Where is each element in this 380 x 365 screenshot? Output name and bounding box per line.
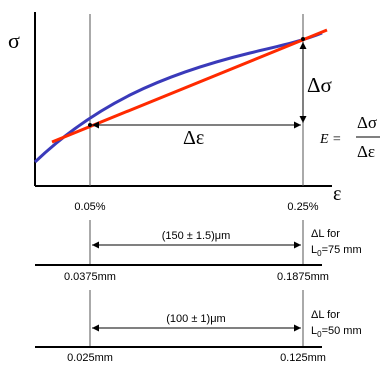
delta-sigma-label: Δσ	[307, 73, 332, 97]
row2-end-label: 0.125mm	[280, 352, 326, 364]
row2-interval-label: (100 ± 1)μm	[166, 313, 225, 325]
modulus-numerator: Δσ	[357, 113, 377, 132]
gauge-row-75mm: (150 ± 1.5)μm 0.0375mm 0.1875mm ΔL for L…	[35, 220, 362, 283]
row2-start-label: 0.025mm	[67, 352, 113, 364]
gauge-row-50mm: (100 ± 1)μm 0.025mm 0.125mm ΔL for L0=50…	[35, 290, 362, 364]
delta-epsilon-label: Δε	[183, 127, 204, 149]
stress-strain-curve	[33, 31, 323, 164]
row2-delta-l-line2: L0=50 mm	[311, 325, 362, 339]
intersection-lower	[88, 123, 92, 127]
x-axis-symbol: ε	[333, 183, 341, 205]
row1-start-label: 0.0375mm	[64, 271, 116, 283]
modulus-denominator: Δε	[357, 142, 375, 161]
modulus-lhs: E =	[319, 132, 342, 147]
row1-delta-l-line1: ΔL for	[311, 228, 340, 240]
row1-end-label: 0.1875mm	[277, 271, 329, 283]
row2-delta-l-line1: ΔL for	[311, 309, 340, 321]
row1-delta-l-line2: L0=75 mm	[311, 244, 362, 258]
strain-tick-label-lower: 0.05%	[74, 201, 105, 213]
intersection-upper	[301, 37, 305, 41]
y-axis-symbol: σ	[8, 28, 20, 53]
row1-interval-label: (150 ± 1.5)μm	[162, 230, 231, 242]
strain-tick-label-upper: 0.25%	[287, 201, 318, 213]
